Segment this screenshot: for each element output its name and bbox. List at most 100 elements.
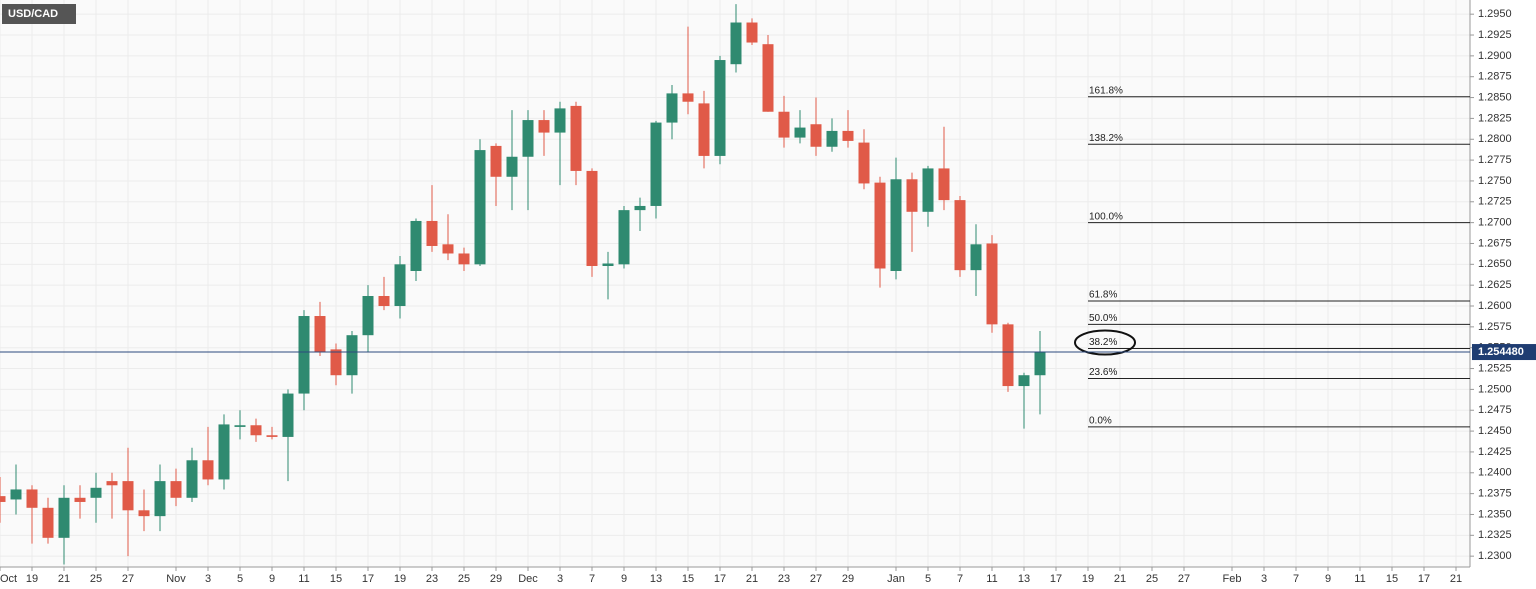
fib-level-label: 23.6% — [1089, 367, 1117, 378]
fib-level-label: 0.0% — [1089, 416, 1112, 427]
x-tick-label: 9 — [621, 573, 627, 585]
candle-body — [26, 489, 38, 508]
candle-body — [842, 130, 854, 141]
x-tick-label: 29 — [842, 573, 854, 585]
candle-body — [794, 127, 806, 138]
x-tick-label: 29 — [490, 573, 502, 585]
x-tick-label: 13 — [650, 573, 662, 585]
candle-body — [458, 253, 470, 265]
last-price-box — [1472, 344, 1536, 361]
x-tick-label: 25 — [458, 573, 470, 585]
y-tick-label: 1.2775 — [1478, 154, 1512, 166]
candle-body — [378, 296, 390, 307]
x-tick-label: 13 — [1018, 573, 1030, 585]
y-tick-label: 1.2525 — [1478, 362, 1512, 374]
candle-body — [330, 349, 342, 376]
candle-body — [58, 497, 70, 538]
candle-body — [714, 60, 726, 156]
fib-level-label: 138.2% — [1089, 133, 1123, 144]
x-tick-label: 3 — [557, 573, 563, 585]
candle-body — [186, 460, 198, 498]
y-tick-label: 1.2300 — [1478, 550, 1512, 562]
y-tick-label: 1.2450 — [1478, 425, 1512, 437]
x-tick-label: 17 — [1050, 573, 1062, 585]
x-tick-label: 19 — [394, 573, 406, 585]
x-tick-label: 19 — [1082, 573, 1094, 585]
x-tick-label: 19 — [26, 573, 38, 585]
y-tick-label: 1.2325 — [1478, 529, 1512, 541]
y-tick-label: 1.2750 — [1478, 175, 1512, 187]
x-tick-label: 5 — [925, 573, 931, 585]
candle-body — [538, 120, 550, 133]
candle-body — [202, 460, 214, 480]
candle-body — [282, 393, 294, 437]
y-tick-label: 1.2650 — [1478, 258, 1512, 270]
candle-body — [138, 510, 150, 517]
candle-body — [106, 481, 118, 486]
y-tick-label: 1.2875 — [1478, 71, 1512, 83]
candle-body — [426, 220, 438, 246]
x-tick-label: 9 — [269, 573, 275, 585]
y-tick-label: 1.2350 — [1478, 508, 1512, 520]
marks — [0, 4, 1046, 565]
candle-body — [730, 22, 742, 65]
candle-body — [1034, 351, 1046, 376]
candle-body — [314, 316, 326, 352]
candle-body — [586, 170, 598, 266]
x-tick-label: 17 — [714, 573, 726, 585]
candle-body — [266, 435, 278, 437]
candle-body — [570, 105, 582, 171]
candle-body — [522, 120, 534, 157]
x-tick-label: 11 — [1354, 573, 1365, 585]
candle-body — [938, 168, 950, 201]
last-price-label: 1.254480 — [1478, 346, 1524, 358]
candle-body — [554, 108, 566, 133]
candle-body — [922, 168, 934, 212]
x-tick-label: 15 — [330, 573, 342, 585]
candle-body — [346, 335, 358, 376]
candle-body — [0, 496, 6, 502]
candle-body — [746, 22, 758, 43]
candle-body — [906, 179, 918, 212]
candle-body — [890, 179, 902, 271]
candle-body — [602, 263, 614, 266]
candle-body — [74, 497, 86, 502]
fib-level-label: 38.2% — [1089, 337, 1117, 348]
fib-level-label: 161.8% — [1089, 85, 1123, 96]
highlight-ellipse — [1074, 329, 1136, 356]
x-tick-label: 23 — [778, 573, 790, 585]
x-tick-label: 5 — [237, 573, 243, 585]
x-tick-label: 17 — [362, 573, 374, 585]
candle-body — [154, 481, 166, 517]
x-tick-label: 9 — [1325, 573, 1331, 585]
x-tick-label: Nov — [166, 573, 186, 585]
x-tick-label: Oct — [0, 573, 17, 585]
x-tick-label: 17 — [1418, 573, 1430, 585]
x-tick-label: 25 — [1146, 573, 1158, 585]
candle-body — [90, 487, 102, 498]
candle-body — [410, 220, 422, 271]
y-tick-label: 1.2425 — [1478, 446, 1512, 458]
title-box — [2, 4, 76, 24]
candle-body — [10, 489, 22, 500]
y-tick-label: 1.2375 — [1478, 488, 1512, 500]
x-tick-label: 27 — [1178, 573, 1190, 585]
candle-body — [634, 205, 646, 211]
y-tick-label: 1.2825 — [1478, 112, 1512, 124]
candle-body — [442, 244, 454, 254]
candle-body — [954, 200, 966, 271]
candle-body — [474, 150, 486, 265]
x-tick-label: Dec — [518, 573, 538, 585]
x-tick-label: Jan — [887, 573, 905, 585]
candle-body — [1018, 375, 1030, 387]
candle-body — [506, 156, 518, 177]
candle-body — [682, 93, 694, 102]
candle-body — [970, 244, 982, 271]
candle-body — [650, 122, 662, 206]
x-tick-label: 21 — [1114, 573, 1126, 585]
candle-body — [170, 481, 182, 498]
x-tick-label: 7 — [589, 573, 595, 585]
y-tick-label: 1.2900 — [1478, 50, 1512, 62]
x-tick-label: 27 — [810, 573, 822, 585]
